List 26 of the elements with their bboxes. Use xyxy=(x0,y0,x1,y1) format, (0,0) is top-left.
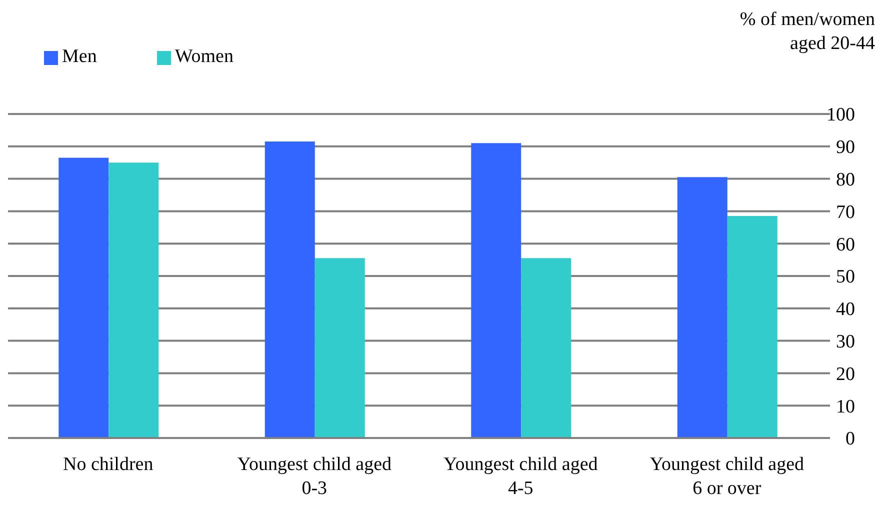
x-tick-label: Youngest child aged 4-5 xyxy=(443,454,598,499)
y-tick-label: 50 xyxy=(836,266,855,288)
y-tick-label: 70 xyxy=(836,202,855,223)
x-tick-label: Youngest child aged 6 or over xyxy=(650,454,805,499)
legend-label: Men xyxy=(62,46,97,67)
bar xyxy=(471,143,522,438)
y-tick-label: 80 xyxy=(836,170,855,191)
x-tick-label: Youngest child aged 0-3 xyxy=(237,454,392,499)
bar xyxy=(58,158,109,438)
x-tick-label: No children xyxy=(63,454,154,475)
bar xyxy=(264,142,315,438)
bar xyxy=(108,162,159,438)
bar xyxy=(521,258,572,438)
y-tick-label: 90 xyxy=(836,137,855,158)
y-tick-label: 100 xyxy=(826,104,855,126)
y-tick-label: 60 xyxy=(836,234,855,256)
bar xyxy=(677,177,728,438)
y-axis-title: % of men/women aged 20-44 xyxy=(738,8,875,56)
bar xyxy=(314,258,365,438)
y-tick-label: 0 xyxy=(846,428,855,450)
y-tick-label: 40 xyxy=(836,299,855,320)
y-tick-label: 10 xyxy=(836,396,855,418)
y-tick-label: 20 xyxy=(836,364,855,385)
bar xyxy=(727,216,778,438)
legend-label: Women xyxy=(174,46,234,67)
y-tick-label: 30 xyxy=(836,332,855,353)
